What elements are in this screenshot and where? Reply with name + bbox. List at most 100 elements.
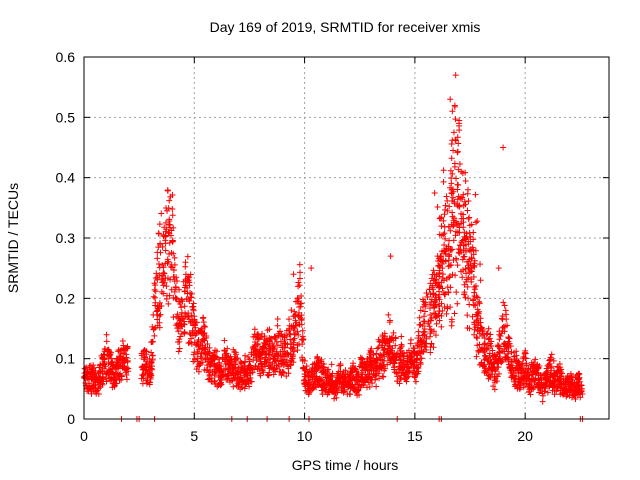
data-point: [374, 368, 381, 375]
data-point: [572, 395, 579, 402]
data-point: [190, 306, 197, 313]
data-point: [188, 335, 195, 342]
data-point: [461, 281, 468, 288]
data-point: [123, 345, 130, 352]
data-point: [261, 333, 268, 340]
data-point: [461, 198, 468, 205]
data-point: [320, 363, 327, 370]
data-point: [474, 335, 481, 342]
data-point: [423, 290, 430, 297]
data-point: [485, 325, 492, 332]
data-point: [443, 245, 450, 252]
data-point: [428, 340, 435, 347]
data-point: [451, 215, 458, 222]
data-point: [266, 326, 273, 333]
data-point: [463, 276, 470, 283]
data-point: [392, 335, 399, 342]
data-point: [81, 370, 88, 377]
data-point: [444, 303, 451, 310]
data-point: [169, 191, 176, 198]
data-point: [467, 233, 474, 240]
data-point: [254, 366, 261, 373]
data-point: [218, 363, 225, 370]
data-point: [381, 335, 388, 342]
data-point: [154, 316, 161, 323]
data-point: [290, 359, 297, 366]
data-point: [191, 349, 198, 356]
data-point: [164, 187, 171, 194]
data-point: [274, 342, 281, 349]
data-point: [557, 387, 564, 394]
x-tick-label: 5: [190, 428, 198, 444]
data-point: [464, 283, 471, 290]
data-point: [515, 369, 522, 376]
data-point: [456, 203, 463, 210]
data-point: [470, 302, 477, 309]
data-point: [506, 335, 513, 342]
data-point: [100, 360, 107, 367]
data-point: [245, 354, 252, 361]
data-point: [257, 356, 264, 363]
data-point: [200, 319, 207, 326]
data-point: [445, 263, 452, 270]
data-point: [567, 387, 574, 394]
data-point: [259, 367, 266, 374]
data-point: [390, 354, 397, 361]
data-point: [447, 96, 454, 103]
data-point: [246, 383, 253, 390]
data-point: [431, 275, 438, 282]
data-point: [497, 349, 504, 356]
data-point: [428, 315, 435, 322]
data-point: [498, 359, 505, 366]
data-point: [477, 277, 484, 284]
data-point: [170, 294, 177, 301]
data-point: [341, 373, 348, 380]
data-point: [288, 307, 295, 314]
data-point: [537, 383, 544, 390]
data-point: [438, 323, 445, 330]
data-point: [201, 323, 208, 330]
data-point: [148, 349, 155, 356]
data-point: [495, 357, 502, 364]
data-point: [488, 338, 495, 345]
data-point: [178, 330, 185, 337]
data-point: [240, 378, 247, 385]
data-point: [484, 330, 491, 337]
data-point: [449, 170, 456, 177]
data-point: [363, 364, 370, 371]
y-tick-label: 0: [67, 411, 75, 427]
data-point: [172, 284, 179, 291]
data-point: [466, 214, 473, 221]
data-point: [427, 311, 434, 318]
data-point: [169, 238, 176, 245]
data-point: [173, 278, 180, 285]
data-point: [184, 290, 191, 297]
data-point: [350, 362, 357, 369]
data-point: [408, 353, 415, 360]
data-point: [181, 303, 188, 310]
data-point: [275, 332, 282, 339]
data-point: [389, 360, 396, 367]
data-point: [497, 332, 504, 339]
data-point: [453, 175, 460, 182]
data-point: [457, 195, 464, 202]
data-point: [124, 358, 131, 365]
data-point: [332, 381, 339, 388]
data-point: [170, 250, 177, 257]
data-point: [426, 323, 433, 330]
data-point: [197, 361, 204, 368]
data-point: [99, 376, 106, 383]
data-point: [274, 322, 281, 329]
data-point: [163, 296, 170, 303]
data-point: [248, 378, 255, 385]
data-point: [90, 374, 97, 381]
data-point: [578, 387, 585, 394]
data-point: [463, 270, 470, 277]
data-point: [171, 288, 178, 295]
data-point: [479, 332, 486, 339]
data-point: [366, 384, 373, 391]
data-point: [308, 265, 315, 272]
data-point: [289, 345, 296, 352]
data-point: [277, 338, 284, 345]
data-point: [478, 360, 485, 367]
